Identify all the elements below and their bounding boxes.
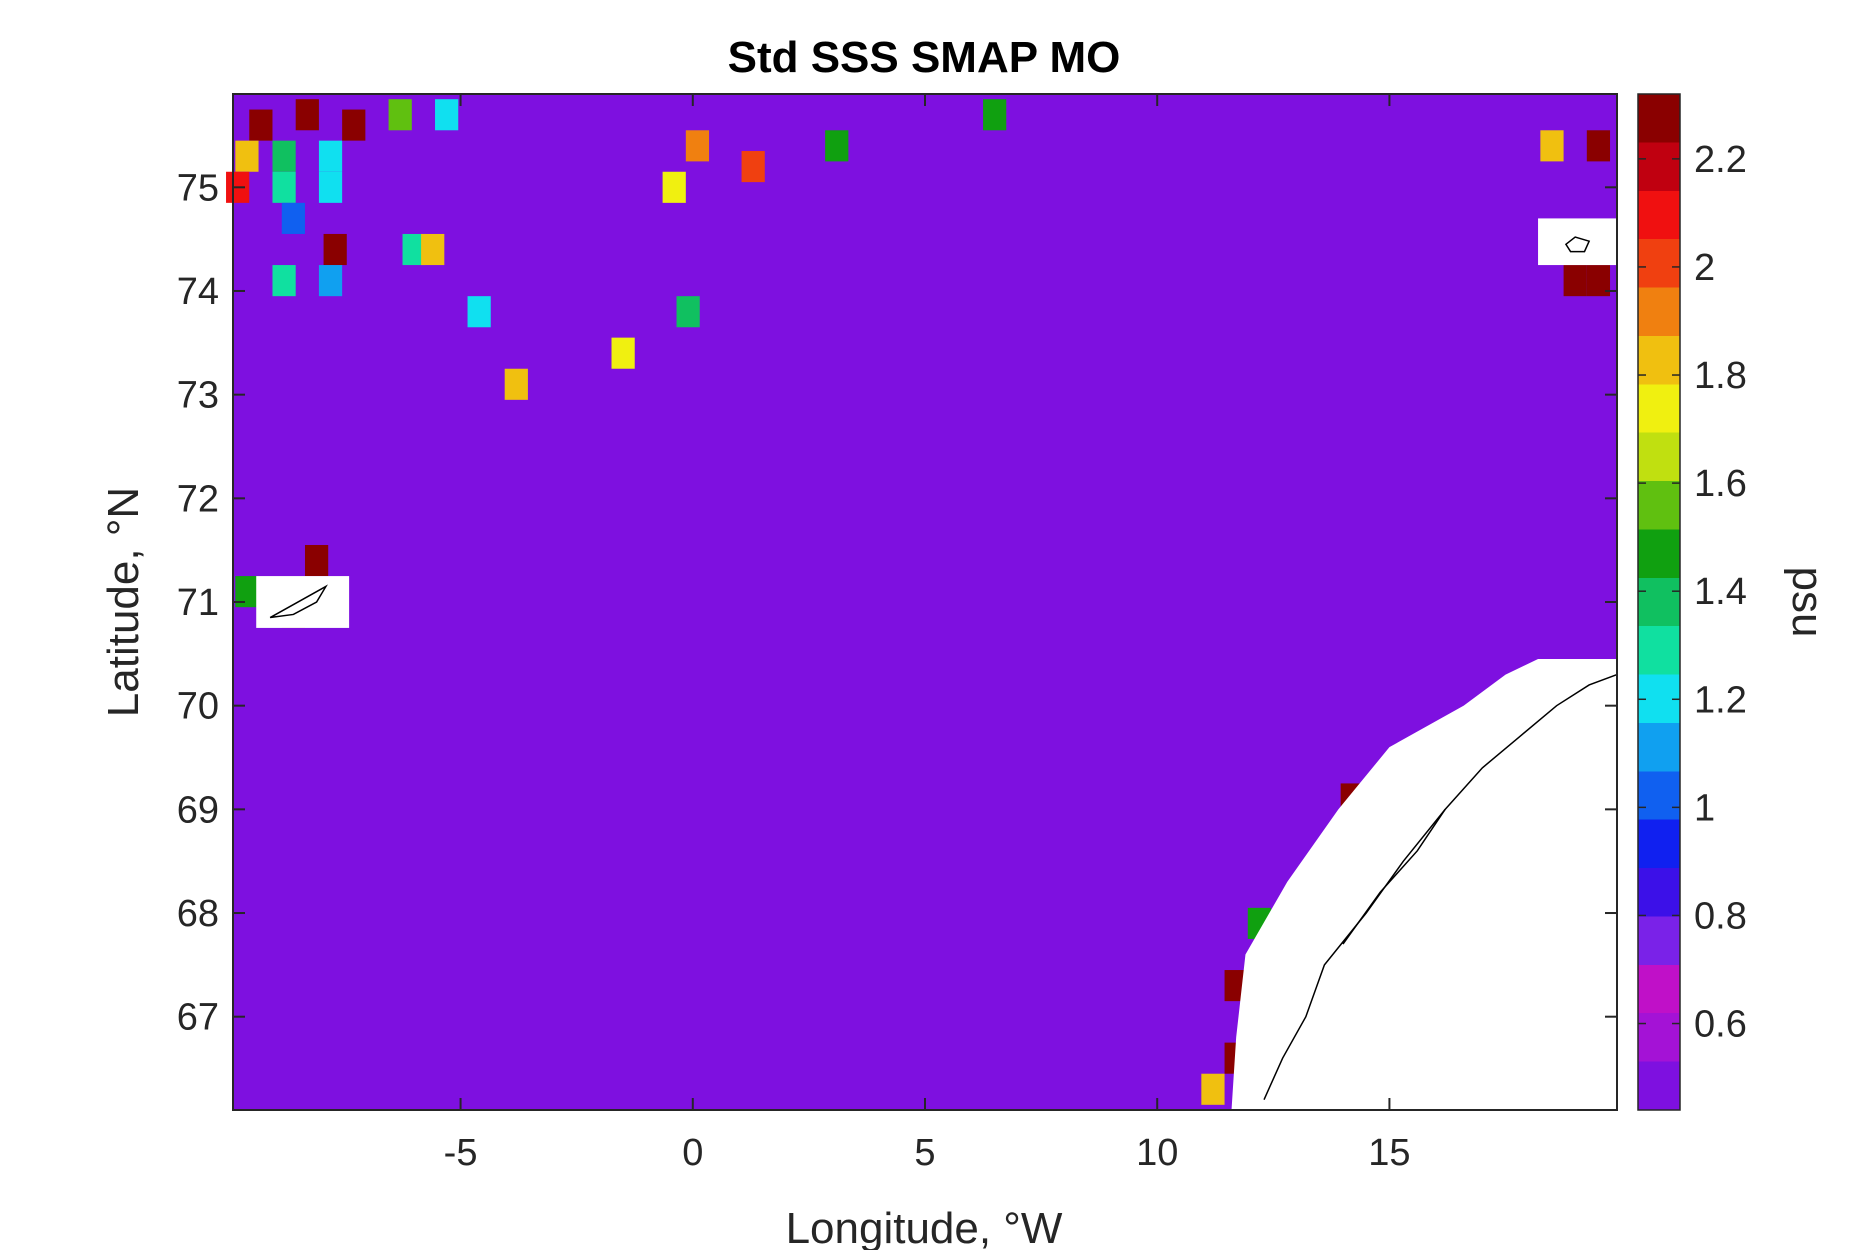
colorbar-tick-label: 1.4 bbox=[1694, 571, 1747, 613]
x-tick-label: 10 bbox=[1136, 1132, 1178, 1174]
x-tick-label: 5 bbox=[914, 1132, 935, 1174]
colorbar-tick-label: 0.8 bbox=[1694, 895, 1747, 937]
heatmap-cell bbox=[249, 109, 273, 141]
heatmap-cell bbox=[741, 151, 765, 183]
heatmap-cell bbox=[318, 140, 343, 172]
land-bear-island bbox=[1538, 218, 1617, 266]
heatmap-cell bbox=[685, 130, 710, 162]
y-tick-label: 72 bbox=[177, 478, 219, 520]
x-axis-label: Longitude, °W bbox=[786, 1204, 1063, 1250]
x-tick-label: -5 bbox=[444, 1132, 478, 1174]
heatmap-cell bbox=[1201, 1073, 1225, 1105]
heatmap-cell bbox=[1540, 130, 1564, 162]
colorbar-ticks: 0.6 0.8 1 1.2 1.4 1.6 1.8 2 2.2 bbox=[1638, 139, 1747, 1046]
x-tick-label: 0 bbox=[682, 1132, 703, 1174]
colorbar-gradient bbox=[1637, 93, 1681, 1111]
heatmap-cell bbox=[825, 130, 849, 162]
x-axis-ticks: -5 0 5 10 15 bbox=[444, 94, 1411, 1174]
heatmap-cell bbox=[1586, 130, 1611, 162]
coastline-bear-island bbox=[1564, 236, 1591, 253]
heatmap-cell bbox=[342, 109, 366, 141]
heatmap-cell bbox=[611, 337, 635, 369]
land-mask bbox=[256, 218, 1618, 1110]
y-tick-label: 71 bbox=[177, 582, 219, 624]
heatmap-cell bbox=[504, 368, 528, 400]
coastline-jan-mayen bbox=[269, 584, 328, 619]
colorbar-tick-label: 1.8 bbox=[1694, 355, 1747, 397]
coastline-lofoten bbox=[1342, 808, 1446, 945]
heatmap-cell bbox=[662, 171, 686, 203]
y-tick-label: 69 bbox=[177, 789, 219, 831]
heatmap-cell bbox=[318, 171, 343, 203]
colorbar-tick-label: 0.6 bbox=[1694, 1004, 1747, 1046]
heatmap-cell bbox=[435, 99, 459, 131]
coastline-norway bbox=[1263, 673, 1618, 1100]
heatmap-cell bbox=[295, 99, 319, 131]
land-jan-mayen bbox=[256, 576, 350, 628]
y-tick-label: 67 bbox=[177, 997, 219, 1039]
heatmap-cell bbox=[402, 233, 426, 266]
heatmap-cell bbox=[272, 140, 296, 172]
y-tick-label: 75 bbox=[177, 167, 219, 209]
colorbar: 0.6 0.8 1 1.2 1.4 1.6 1.8 2 2.2 psu bbox=[1637, 93, 1832, 1111]
colorbar-tick-label: 1.6 bbox=[1694, 463, 1747, 505]
heatmap-cell bbox=[388, 99, 412, 131]
colorbar-label: psu bbox=[1783, 567, 1832, 638]
y-axis-label: Latitude, °N bbox=[99, 487, 148, 717]
heatmap-plot-area: -5 0 5 10 15 67 68 69 70 71 72 73 74 75 bbox=[177, 93, 1618, 1174]
heatmap-cell bbox=[235, 140, 259, 172]
y-tick-label: 68 bbox=[177, 893, 219, 935]
heatmap-cell bbox=[676, 296, 700, 328]
colorbar-tick-label: 2.2 bbox=[1694, 139, 1747, 181]
heatmap-cell bbox=[272, 171, 296, 203]
colorbar-tick-label: 1 bbox=[1694, 787, 1715, 829]
heatmap-cell bbox=[318, 265, 343, 297]
y-tick-label: 74 bbox=[177, 271, 219, 313]
heatmap-cell bbox=[1586, 265, 1611, 297]
heatmap-cell bbox=[421, 233, 445, 266]
heatmap-cell bbox=[304, 544, 329, 577]
y-tick-label: 70 bbox=[177, 686, 219, 728]
y-tick-label: 73 bbox=[177, 375, 219, 417]
chart-title-text: Std SSS SMAP MO bbox=[728, 33, 1121, 82]
land-norway bbox=[1231, 659, 1617, 1110]
colorbar-tick-label: 2 bbox=[1694, 247, 1715, 289]
heatmap-cell bbox=[272, 265, 296, 297]
heatmap-cell bbox=[323, 233, 347, 266]
colorbar-tick-label: 1.2 bbox=[1694, 679, 1747, 721]
heatmap-cell bbox=[1563, 265, 1587, 297]
heatmap-cell bbox=[983, 99, 1007, 131]
heatmap-cell bbox=[467, 296, 491, 328]
y-axis-ticks: 67 68 69 70 71 72 73 74 75 bbox=[177, 167, 1617, 1039]
heatmap-cell bbox=[281, 202, 305, 234]
chart-title: Std SSS SMAP MO bbox=[728, 33, 1121, 82]
heatmap-cell bbox=[235, 576, 259, 608]
x-tick-label: 15 bbox=[1368, 1132, 1410, 1174]
